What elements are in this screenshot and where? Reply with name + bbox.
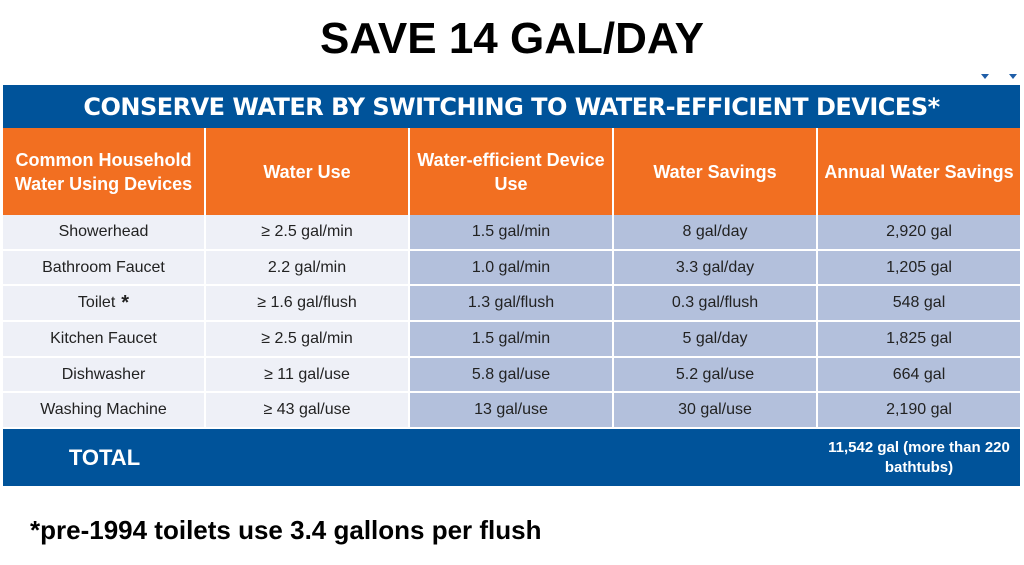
table-cell: 1,205 gal xyxy=(818,250,1020,287)
total-row: TOTAL 11,542 gal (more than 220 bathtubs… xyxy=(3,429,1020,487)
cell-text: 8 gal/day xyxy=(682,222,748,240)
cell-text: ≥ 11 gal/use xyxy=(264,365,350,383)
table-cell: 1.0 gal/min xyxy=(410,250,614,287)
cell-text: Kitchen Faucet xyxy=(50,329,157,347)
table-cell: Dishwasher xyxy=(3,357,206,394)
table-cell: ≥ 11 gal/use xyxy=(206,357,410,394)
cell-text: ≥ 2.5 gal/min xyxy=(261,222,353,240)
cell-text: 5 gal/day xyxy=(682,329,748,347)
cell-text: ≥ 2.5 gal/min xyxy=(261,329,353,347)
cell-text: 5.2 gal/use xyxy=(675,365,755,383)
table-row: Kitchen Faucet ≥ 2.5 gal/min 1.5 gal/min 5 … xyxy=(3,322,1020,358)
column-header: Annual Water Savings xyxy=(818,128,1020,215)
header-row: Common Household Water Using Devices Wat… xyxy=(3,128,1020,215)
table-banner: CONSERVE WATER BY SWITCHING TO WATER-EFF… xyxy=(3,85,1020,128)
table-cell: 1.5 gal/min xyxy=(410,322,614,358)
cell-text: 2,920 gal xyxy=(886,222,952,240)
water-savings-table: CONSERVE WATER BY SWITCHING TO WATER-EFF… xyxy=(3,85,1020,487)
table-cell: ≥ 2.5 gal/min xyxy=(206,215,410,251)
table-cell: 5.8 gal/use xyxy=(410,357,614,394)
footnote: *pre-1994 toilets use 3.4 gallons per fl… xyxy=(30,515,542,545)
table-row: Bathroom Faucet 2.2 gal/min 1.0 gal/min 3.3… xyxy=(3,250,1020,287)
cell-text: 2,190 gal xyxy=(886,401,952,419)
table-cell: 2.2 gal/min xyxy=(206,250,410,287)
cell-text: 548 gal xyxy=(892,294,946,312)
cell-text: ≥ 43 gal/use xyxy=(263,401,351,419)
cell-text: 1,825 gal xyxy=(886,329,952,347)
table-row: Toilet * ≥ 1.6 gal/flush 1.3 gal/flush 0.3 g… xyxy=(3,286,1020,323)
cell-text: 1.5 gal/min xyxy=(471,329,551,347)
table-cell: Showerhead xyxy=(3,215,206,251)
cell-text: 664 gal xyxy=(892,365,946,383)
cell-text: 13 gal/use xyxy=(474,401,548,419)
total-value: 11,542 gal (more than 220 bathtubs) xyxy=(828,438,1010,476)
table-cell: ≥ 1.6 gal/flush xyxy=(206,286,410,323)
table-cell: 548 gal xyxy=(818,286,1020,323)
slide-title: SAVE 14 GAL/DAY xyxy=(320,14,704,63)
cell-text: Bathroom Faucet xyxy=(42,258,165,276)
table-cell: 3.3 gal/day xyxy=(614,250,818,287)
cell-text: Showerhead xyxy=(58,222,149,240)
table-row: Dishwasher ≥ 11 gal/use 5.8 gal/use 5.2 gal… xyxy=(3,357,1020,394)
column-header: Water-efficient Device Use xyxy=(410,128,614,215)
table-cell: 0.3 gal/flush xyxy=(614,286,818,323)
triangle-marker-icon xyxy=(981,74,989,79)
column-header: Water Savings xyxy=(614,128,818,215)
cell-text: Toilet xyxy=(77,294,116,312)
cell-text: 5.8 gal/use xyxy=(471,365,551,383)
table-cell: 5 gal/day xyxy=(614,322,818,358)
table-cell: 1.3 gal/flush xyxy=(410,286,614,323)
table-cell: 5.2 gal/use xyxy=(614,357,818,394)
table-cell: ≥ 2.5 gal/min xyxy=(206,322,410,358)
column-header: Water Use xyxy=(206,128,410,215)
table-row: Washing Machine ≥ 43 gal/use 13 gal/use 30 … xyxy=(3,393,1020,430)
table-cell: 664 gal xyxy=(818,357,1020,394)
table-cell: ≥ 43 gal/use xyxy=(206,393,410,430)
cell-text: 1.5 gal/min xyxy=(471,222,551,240)
cell-text: 1,205 gal xyxy=(886,258,952,276)
table-cell: Bathroom Faucet xyxy=(3,250,206,287)
total-label: TOTAL xyxy=(68,444,141,470)
table-cell: 8 gal/day xyxy=(614,215,818,251)
cell-text: 2.2 gal/min xyxy=(267,258,347,276)
table-row: Showerhead ≥ 2.5 gal/min 1.5 gal/min 8 gal/… xyxy=(3,215,1020,251)
cell-text: 1.3 gal/flush xyxy=(467,294,555,312)
footnote-marker: * xyxy=(121,291,130,314)
cell-text: Dishwasher xyxy=(61,365,146,383)
column-header: Common Household Water Using Devices xyxy=(3,128,206,215)
cell-text: 30 gal/use xyxy=(678,401,752,419)
table-cell: 2,920 gal xyxy=(818,215,1020,251)
table-cell: 2,190 gal xyxy=(818,393,1020,430)
table-cell: 13 gal/use xyxy=(410,393,614,430)
cell-text: Washing Machine xyxy=(40,401,167,419)
table-cell: Toilet * xyxy=(3,286,206,323)
triangle-marker-icon xyxy=(1009,74,1017,79)
table-cell: Kitchen Faucet xyxy=(3,322,206,358)
cell-text: ≥ 1.6 gal/flush xyxy=(257,294,357,312)
cell-text: 3.3 gal/day xyxy=(675,258,755,276)
table-cell: 1,825 gal xyxy=(818,322,1020,358)
table-cell: Washing Machine xyxy=(3,393,206,430)
cell-text: 0.3 gal/flush xyxy=(671,294,759,312)
table-cell: 30 gal/use xyxy=(614,393,818,430)
table-cell: 1.5 gal/min xyxy=(410,215,614,251)
cell-text: 1.0 gal/min xyxy=(471,258,551,276)
